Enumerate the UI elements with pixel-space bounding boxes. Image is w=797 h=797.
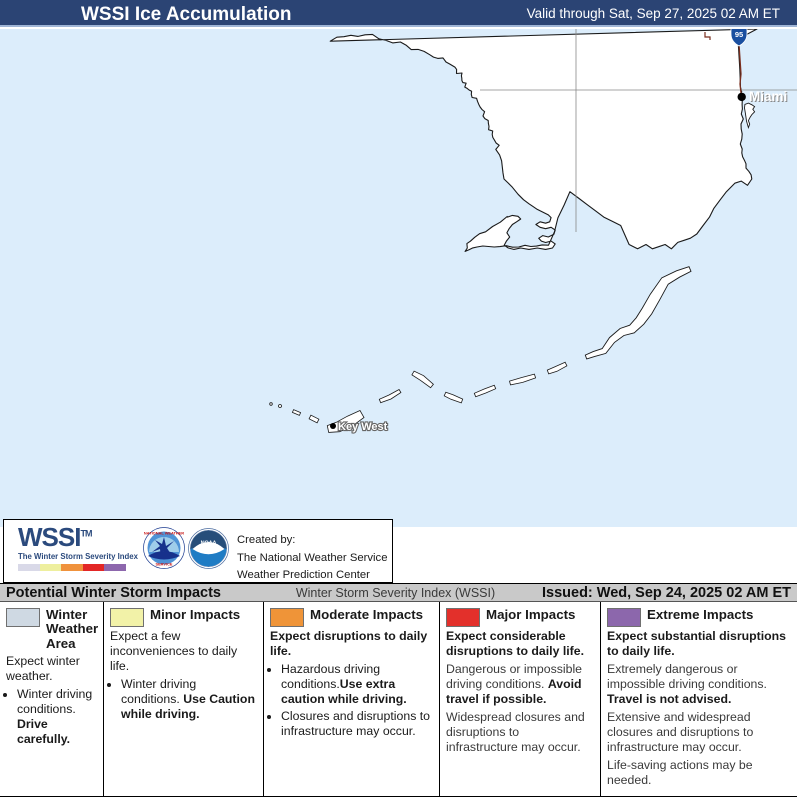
svg-text:NATIONAL WEATHER: NATIONAL WEATHER (144, 530, 184, 535)
svg-text:NOAA: NOAA (201, 541, 217, 547)
svg-text:Key West: Key West (338, 421, 388, 433)
svg-text:SERVICE: SERVICE (155, 561, 172, 566)
svg-text:95: 95 (735, 30, 743, 39)
svg-text:Miami: Miami (749, 89, 787, 104)
